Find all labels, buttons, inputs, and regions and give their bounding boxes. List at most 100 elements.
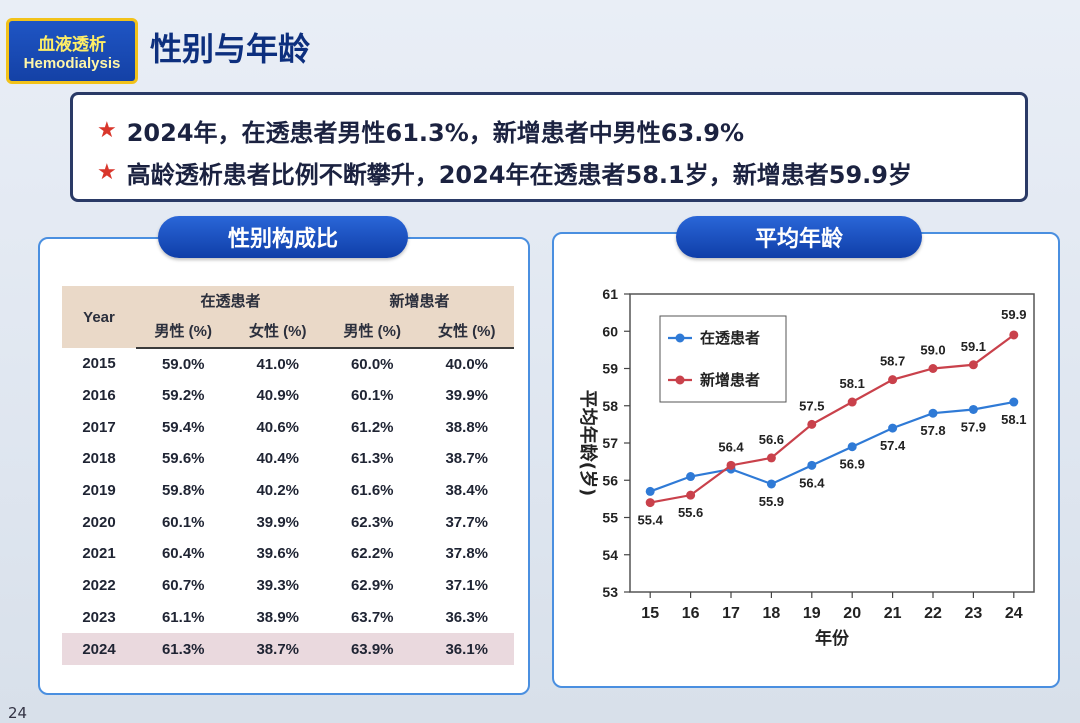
value-cell: 38.4% bbox=[445, 482, 489, 500]
y-tick-label: 61 bbox=[602, 286, 618, 302]
page-number: 24 bbox=[8, 704, 28, 722]
year-cell: 2015 bbox=[82, 355, 116, 373]
data-label: 59.0 bbox=[920, 343, 945, 358]
table-row: 2020 60.1% 39.9% 62.3% 37.7% bbox=[62, 506, 514, 538]
data-point bbox=[888, 375, 898, 385]
data-label: 58.1 bbox=[840, 376, 865, 391]
value-cell: 61.1% bbox=[161, 608, 205, 626]
data-label: 59.1 bbox=[961, 339, 986, 354]
y-tick-label: 58 bbox=[602, 398, 618, 414]
value-cell: 61.6% bbox=[350, 482, 394, 500]
value-cell: 40.6% bbox=[256, 418, 300, 436]
data-label: 56.9 bbox=[840, 457, 865, 472]
table-row: 2015 59.0% 41.0% 60.0% 40.0% bbox=[62, 348, 514, 380]
value-cell: 39.3% bbox=[256, 577, 300, 595]
badge-cn-label: 血液透析 bbox=[38, 35, 106, 55]
year-cell: 2018 bbox=[82, 450, 116, 468]
data-label: 55.4 bbox=[638, 513, 664, 528]
value-cell: 41.0% bbox=[256, 355, 300, 373]
subheader-male: 男性 (%) bbox=[136, 314, 231, 349]
hemodialysis-badge: 血液透析 Hemodialysis bbox=[6, 18, 138, 84]
data-label: 56.4 bbox=[799, 475, 825, 490]
value-cell: 60.7% bbox=[161, 577, 205, 595]
data-point bbox=[766, 479, 776, 489]
data-label: 57.4 bbox=[880, 438, 906, 453]
data-label: 56.4 bbox=[718, 439, 744, 454]
summary-text-1: 2024年，在透患者男性61.3%，新增患者中男性63.9% bbox=[126, 118, 745, 147]
x-tick-label: 17 bbox=[722, 605, 740, 622]
value-cell: 40.2% bbox=[256, 482, 300, 500]
year-cell: 2020 bbox=[82, 513, 116, 531]
data-label: 57.8 bbox=[920, 423, 945, 438]
gender-table-body: 2015 59.0% 41.0% 60.0% 40.0% 2016 59.2% 40.9% 60… bbox=[62, 348, 514, 665]
table-row: 2021 60.4% 39.6% 62.2% 37.8% bbox=[62, 538, 514, 570]
value-cell: 60.0% bbox=[350, 355, 394, 373]
data-point bbox=[968, 360, 978, 370]
summary-box: ★ 2024年，在透患者男性61.3%，新增患者中男性63.9% ★ 高龄透析患… bbox=[70, 92, 1028, 202]
data-point bbox=[686, 490, 696, 500]
value-cell: 63.7% bbox=[350, 608, 394, 626]
legend-label: 新增患者 bbox=[700, 371, 760, 389]
value-cell: 40.9% bbox=[256, 387, 300, 405]
value-cell: 37.1% bbox=[445, 577, 489, 595]
value-cell: 38.7% bbox=[445, 450, 489, 468]
group-header-new: 新增患者 bbox=[325, 286, 514, 314]
gender-table: Year 在透患者 新增患者 男性 (%) 女性 (%) 男性 (%) 女性 (… bbox=[62, 286, 514, 665]
value-cell: 36.3% bbox=[445, 608, 489, 626]
value-cell: 59.6% bbox=[161, 450, 205, 468]
summary-line-1: ★ 2024年，在透患者男性61.3%，新增患者中男性63.9% bbox=[97, 109, 1025, 151]
year-cell: 2022 bbox=[82, 577, 116, 595]
value-cell: 59.8% bbox=[161, 482, 205, 500]
y-tick-label: 56 bbox=[602, 472, 618, 488]
data-point bbox=[928, 364, 938, 373]
value-cell: 60.1% bbox=[350, 387, 394, 405]
legend-marker bbox=[675, 375, 685, 385]
star-icon: ★ bbox=[97, 117, 117, 143]
data-label: 55.6 bbox=[678, 505, 703, 520]
age-panel-title: 平均年龄 bbox=[676, 216, 922, 258]
y-tick-label: 53 bbox=[602, 584, 618, 600]
value-cell: 60.4% bbox=[161, 545, 205, 563]
legend-box bbox=[659, 315, 787, 403]
value-cell: 61.2% bbox=[350, 418, 394, 436]
data-point bbox=[766, 453, 776, 463]
year-cell: 2021 bbox=[82, 545, 116, 563]
table-row: 2019 59.8% 40.2% 61.6% 38.4% bbox=[62, 475, 514, 507]
table-row: 2024 61.3% 38.7% 63.9% 36.1% bbox=[62, 633, 514, 665]
value-cell: 61.3% bbox=[350, 450, 394, 468]
x-tick-label: 23 bbox=[965, 605, 983, 622]
year-cell: 2019 bbox=[82, 482, 116, 500]
value-cell: 37.8% bbox=[445, 545, 489, 563]
value-cell: 62.9% bbox=[350, 577, 394, 595]
table-row: 2022 60.7% 39.3% 62.9% 37.1% bbox=[62, 570, 514, 602]
x-axis-label: 年份 bbox=[815, 628, 850, 649]
age-line-chart: 53 54 55 56 57 58 59 60 61 15 16 17 18 19 20 21 22 23 24 年份… bbox=[577, 286, 1035, 649]
x-tick-label: 18 bbox=[763, 605, 781, 622]
table-row: 2023 61.1% 38.9% 63.7% 36.3% bbox=[62, 602, 514, 634]
gender-panel-title: 性别构成比 bbox=[158, 216, 408, 258]
series-line bbox=[650, 334, 1015, 504]
data-point bbox=[847, 442, 857, 452]
year-header: Year bbox=[62, 286, 136, 348]
value-cell: 39.6% bbox=[256, 545, 300, 563]
value-cell: 38.9% bbox=[256, 608, 300, 626]
value-cell: 59.0% bbox=[161, 355, 205, 373]
data-point bbox=[645, 498, 655, 508]
data-point bbox=[645, 486, 655, 496]
y-tick-label: 54 bbox=[602, 547, 618, 563]
value-cell: 59.4% bbox=[161, 418, 205, 436]
y-tick-label: 55 bbox=[602, 510, 618, 526]
legend-marker bbox=[675, 333, 685, 343]
data-label: 57.9 bbox=[961, 419, 986, 434]
year-cell: 2017 bbox=[82, 418, 116, 436]
summary-line-2: ★ 高龄透析患者比例不断攀升，2024年在透患者58.1岁，新增患者59.9岁 bbox=[97, 151, 1025, 193]
y-tick-label: 60 bbox=[602, 323, 618, 339]
subheader-female: 女性 (%) bbox=[419, 314, 514, 349]
year-cell: 2016 bbox=[82, 387, 116, 405]
x-tick-label: 20 bbox=[843, 605, 861, 622]
value-cell: 61.3% bbox=[136, 633, 231, 665]
x-tick-label: 15 bbox=[641, 605, 659, 622]
data-label: 55.9 bbox=[759, 494, 784, 509]
badge-en-label: Hemodialysis bbox=[23, 55, 121, 72]
data-point bbox=[726, 460, 736, 470]
